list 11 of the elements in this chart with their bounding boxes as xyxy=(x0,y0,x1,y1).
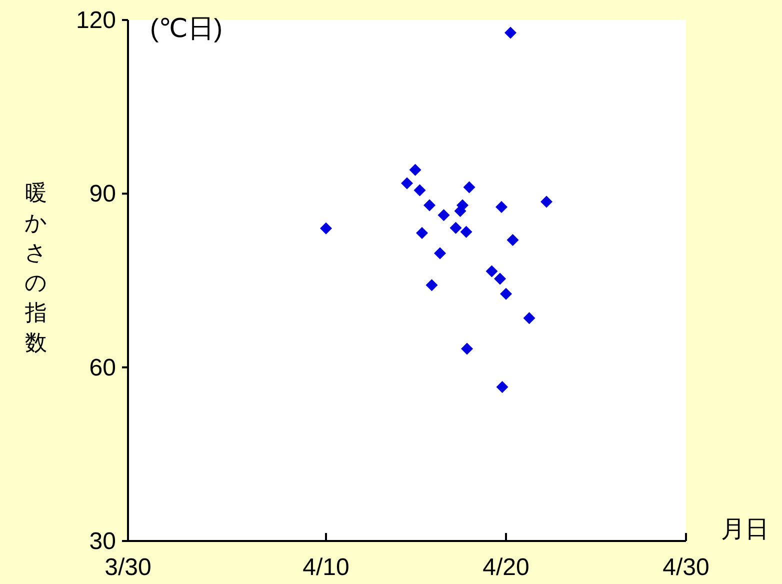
y-tick-label: 90 xyxy=(89,180,116,208)
x-tick-label: 4/30 xyxy=(662,554,710,581)
y-tick-label: 120 xyxy=(76,7,116,34)
x-tick-label: 4/10 xyxy=(302,554,350,581)
x-tick-label: 4/20 xyxy=(482,554,530,581)
y-axis-title: 暖かさの指数 xyxy=(24,180,48,355)
y-tick-label: 30 xyxy=(89,528,116,555)
x-axis-title: 月日 xyxy=(721,516,769,543)
annotation: (℃日) xyxy=(150,13,223,43)
y-tick-label: 60 xyxy=(89,354,116,382)
x-tick-label: 3/30 xyxy=(104,554,152,581)
